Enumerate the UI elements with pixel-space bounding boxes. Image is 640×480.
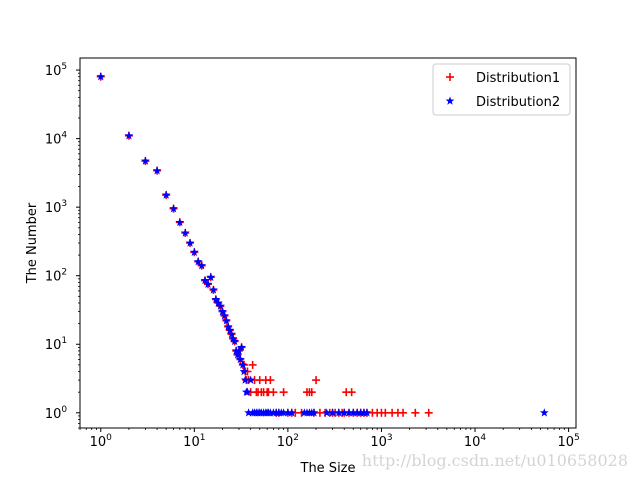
ticks-layer: 100 101 102 103 104 105 100 101 102 103 104 105 <box>45 62 580 450</box>
data-point <box>175 217 185 227</box>
data-point <box>246 375 256 384</box>
y-axis-label: The Number <box>25 202 40 284</box>
data-point <box>225 325 235 334</box>
data-point <box>235 354 245 364</box>
data-point <box>228 334 238 343</box>
data-point <box>287 408 297 417</box>
y-tick-label: 101 <box>45 336 67 353</box>
legend-label: Distribution1 <box>476 71 560 86</box>
data-point <box>223 322 233 331</box>
data-point <box>348 408 358 417</box>
data-point <box>381 408 390 417</box>
data-point <box>141 156 150 165</box>
data-point <box>193 257 203 266</box>
x-tick-label: 104 <box>464 433 487 450</box>
data-point <box>216 301 225 310</box>
data-point <box>230 336 240 346</box>
data-point <box>356 408 366 417</box>
plot-frame <box>79 57 577 429</box>
data-point <box>124 131 134 140</box>
x-tick-label: 105 <box>557 433 579 450</box>
legend-items: Distribution1 Distribution2 <box>445 71 560 110</box>
points-layer <box>96 72 549 417</box>
x-tick-label: 102 <box>277 433 299 450</box>
data-point <box>248 360 257 369</box>
series-1 <box>96 72 433 417</box>
data-point <box>197 261 207 270</box>
data-point <box>211 294 221 304</box>
data-point <box>227 329 236 338</box>
data-point <box>283 408 293 417</box>
data-point <box>347 388 356 397</box>
data-point <box>234 346 244 355</box>
data-point <box>539 408 549 417</box>
watermark: http://blog.csdn.net/u010658028 <box>362 451 628 470</box>
data-point <box>218 306 227 316</box>
data-point <box>96 72 106 81</box>
x-tick-label: 103 <box>370 433 392 450</box>
x-tick-label: 101 <box>183 433 205 450</box>
y-tick-label: 104 <box>45 131 68 148</box>
legend-marker <box>445 96 455 105</box>
series-2 <box>96 72 549 417</box>
data-point <box>200 275 210 285</box>
data-point <box>206 272 216 281</box>
legend-box <box>432 63 571 116</box>
data-point <box>213 298 223 307</box>
data-point <box>266 376 275 385</box>
data-point <box>399 408 408 417</box>
data-point <box>237 342 246 352</box>
data-point <box>344 408 354 417</box>
data-point <box>240 375 250 384</box>
data-point <box>411 408 420 417</box>
data-point <box>180 228 190 237</box>
data-point <box>334 408 344 417</box>
data-point <box>233 350 242 359</box>
data-point <box>322 408 332 417</box>
data-point <box>239 366 249 376</box>
data-point <box>152 166 162 175</box>
legend-marker <box>446 73 454 81</box>
x-tick-label: 100 <box>90 433 113 450</box>
data-point <box>244 408 253 417</box>
data-point <box>243 387 252 396</box>
data-point <box>185 238 195 247</box>
data-point <box>209 285 218 294</box>
data-point <box>220 311 229 320</box>
data-point <box>161 190 171 199</box>
data-point <box>307 388 316 397</box>
data-point <box>238 360 248 369</box>
x-axis-label: The Size <box>300 461 356 476</box>
data-point <box>309 408 319 417</box>
data-point <box>269 388 278 397</box>
y-tick-label: 100 <box>45 405 68 422</box>
y-tick-label: 102 <box>45 268 67 285</box>
legend: Distribution1 Distribution2 <box>432 63 571 116</box>
data-point <box>279 388 288 397</box>
data-point <box>424 408 433 417</box>
data-point <box>169 204 178 213</box>
y-tick-label: 105 <box>45 62 67 79</box>
data-point <box>221 316 231 325</box>
data-point <box>279 408 288 417</box>
data-point <box>328 408 337 417</box>
data-point <box>312 376 321 385</box>
y-tick-label: 103 <box>45 199 67 216</box>
data-point <box>203 279 213 288</box>
data-point <box>352 408 362 417</box>
data-point <box>362 408 372 417</box>
data-point <box>189 247 199 256</box>
legend-label: Distribution2 <box>476 95 560 110</box>
data-point <box>339 408 349 417</box>
